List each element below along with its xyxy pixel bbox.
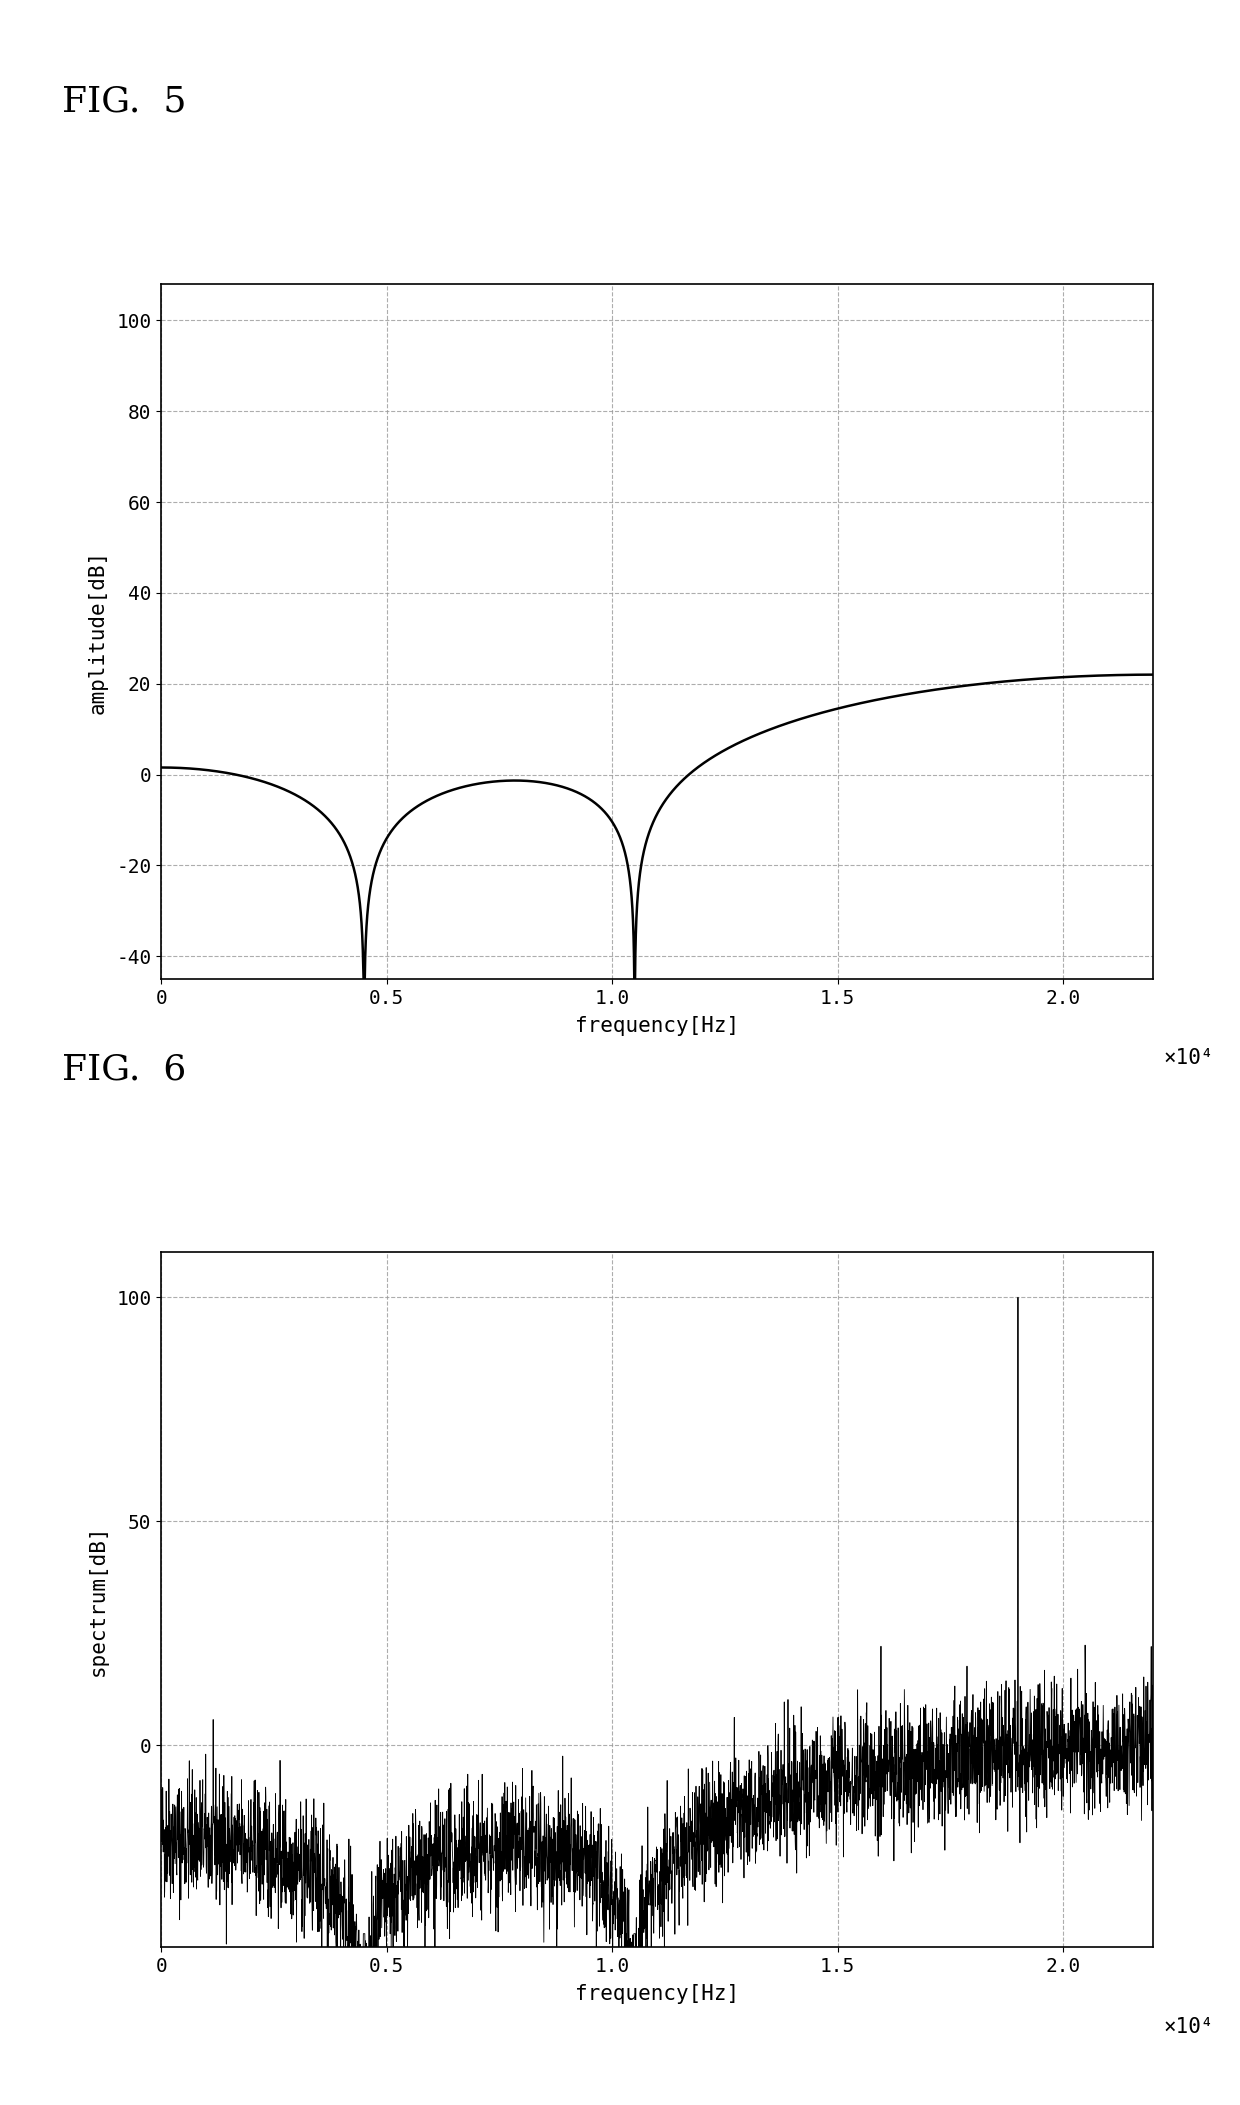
Y-axis label: amplitude[dB]: amplitude[dB] bbox=[88, 549, 108, 714]
Text: FIG.  5: FIG. 5 bbox=[62, 84, 186, 118]
X-axis label: frequency[Hz]: frequency[Hz] bbox=[575, 1985, 739, 2004]
Y-axis label: spectrum[dB]: spectrum[dB] bbox=[88, 1524, 108, 1676]
Text: FIG.  6: FIG. 6 bbox=[62, 1052, 186, 1086]
Text: ×10⁴: ×10⁴ bbox=[1163, 2017, 1214, 2038]
Text: ×10⁴: ×10⁴ bbox=[1163, 1048, 1214, 1069]
X-axis label: frequency[Hz]: frequency[Hz] bbox=[575, 1017, 739, 1036]
